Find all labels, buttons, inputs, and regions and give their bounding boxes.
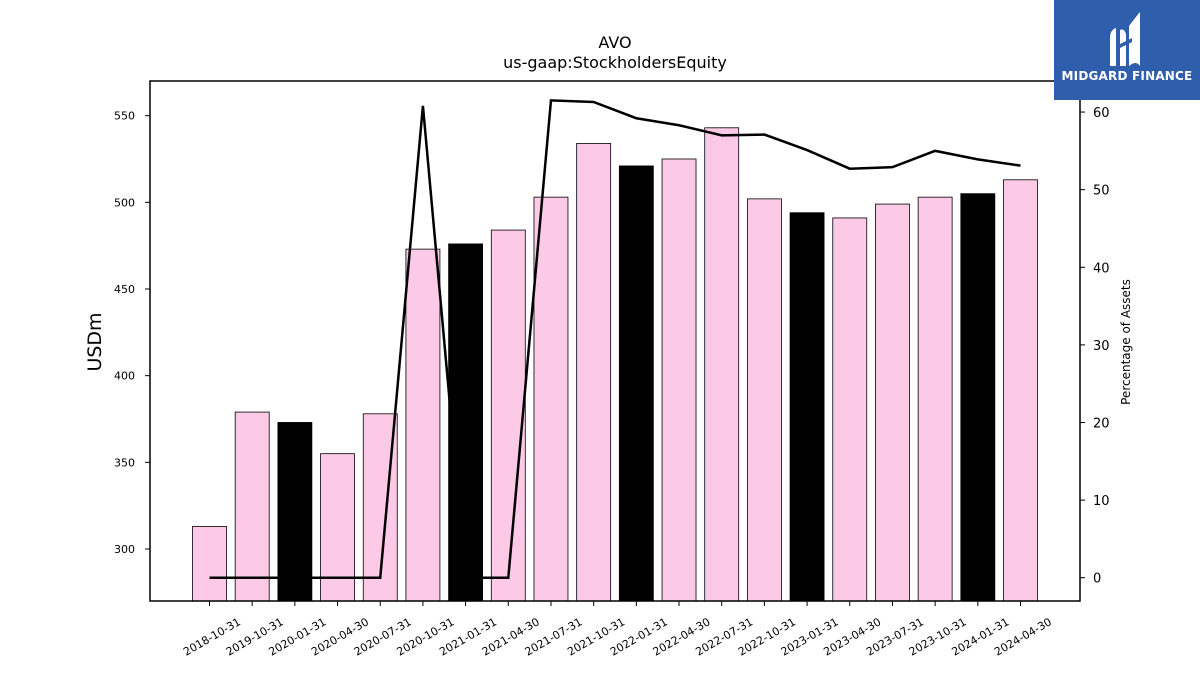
y-tick-label-right: 50: [1093, 184, 1110, 199]
brand-logo: MIDGARD FINANCE: [1054, 0, 1200, 100]
bar-2019-10-31: [234, 411, 270, 602]
bar-2024-01-31: [960, 193, 996, 602]
bar-2023-07-31: [875, 203, 910, 602]
y-tick-label-left: 350: [114, 456, 135, 469]
y-tick-label-left: 550: [114, 110, 135, 123]
y-tick-label-left: 300: [114, 543, 135, 556]
y-tick-label-right: 20: [1093, 416, 1110, 431]
plot-frame: [149, 80, 1081, 602]
bars: [192, 127, 1038, 602]
bar-2021-01-31: [448, 243, 484, 602]
bar-2022-01-31: [618, 165, 654, 602]
y-axis-label-left: USDm: [84, 312, 106, 371]
ratio-line: [209, 99, 1021, 579]
bar-2022-07-31: [704, 127, 740, 602]
y-tick-label-right: 0: [1093, 572, 1101, 587]
bar-2020-01-31: [277, 422, 313, 602]
bar-2022-04-30: [661, 158, 697, 602]
y-tick-label-left: 450: [114, 283, 135, 296]
bar-2021-04-30: [490, 229, 526, 602]
y-tick-label-right: 60: [1093, 106, 1110, 121]
bar-2022-10-31: [746, 198, 782, 602]
y-tick-label-left: 500: [114, 196, 135, 209]
chart-title: AVO: [598, 33, 631, 52]
bar-2023-04-30: [832, 217, 868, 602]
bar-2020-10-31: [405, 248, 441, 602]
bar-2023-10-31: [917, 196, 953, 602]
logo-text: MIDGARD FINANCE: [1061, 69, 1193, 83]
y-tick-label-left: 400: [114, 370, 135, 383]
bar-2020-04-30: [320, 453, 355, 602]
bar-2024-04-30: [1003, 179, 1038, 602]
midgard-logo-icon: [1110, 12, 1140, 66]
y-tick-label-right: 30: [1093, 339, 1110, 354]
bar-2021-10-31: [576, 142, 612, 602]
bar-2018-10-31: [192, 526, 227, 602]
bar-2023-01-31: [789, 212, 825, 602]
bar-2021-07-31: [533, 196, 569, 602]
chart-subtitle: us-gaap:StockholdersEquity: [503, 53, 727, 72]
y-tick-label-right: 40: [1093, 261, 1110, 276]
ratio-line-path: [209, 99, 1021, 579]
y-tick-label-right: 10: [1093, 494, 1110, 509]
y-axis-label-right: Percentage of Assets: [1119, 279, 1133, 405]
